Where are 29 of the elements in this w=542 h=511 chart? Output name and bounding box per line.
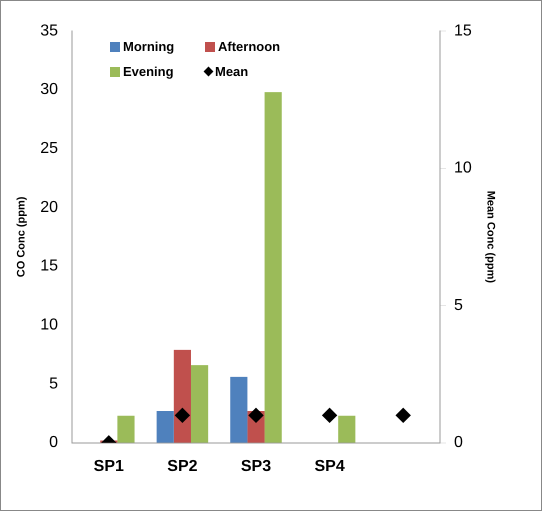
y2-tick-label: 0 [454, 434, 464, 452]
y-tick-label: 0 [49, 434, 58, 452]
y-axis-title: CO Conc (ppm) [16, 196, 28, 278]
legend-label: Evening [122, 64, 174, 79]
bar [230, 376, 248, 443]
legend-label: Afternoon [218, 39, 280, 54]
y-tick-label: 25 [40, 140, 58, 158]
y-tick-label: 20 [40, 198, 58, 216]
x-tick-label: SP4 [314, 458, 345, 475]
y2-tick-label: 5 [454, 296, 464, 314]
x-tick-label: SP2 [167, 458, 198, 475]
y-tick-label: 35 [40, 22, 58, 40]
y2-tick-label: 10 [454, 160, 472, 177]
y2-axis-title: Mean Conc (ppm) [484, 190, 496, 284]
y-tick-label: 15 [40, 258, 58, 275]
bar [264, 92, 282, 443]
y-tick-label: 30 [40, 81, 58, 98]
bar [190, 365, 208, 443]
bar [117, 416, 135, 443]
legend-label: Morning [122, 39, 174, 54]
bar [156, 411, 174, 443]
x-tick-label: SP3 [240, 458, 272, 475]
legend-label: Mean [214, 64, 248, 79]
x-tick-label: SP1 [94, 458, 124, 475]
y-tick-label: 5 [49, 375, 58, 392]
y-tick-label: 10 [40, 316, 58, 334]
bar [174, 350, 191, 443]
y2-tick-label: 15 [454, 22, 472, 40]
bar [338, 416, 356, 443]
